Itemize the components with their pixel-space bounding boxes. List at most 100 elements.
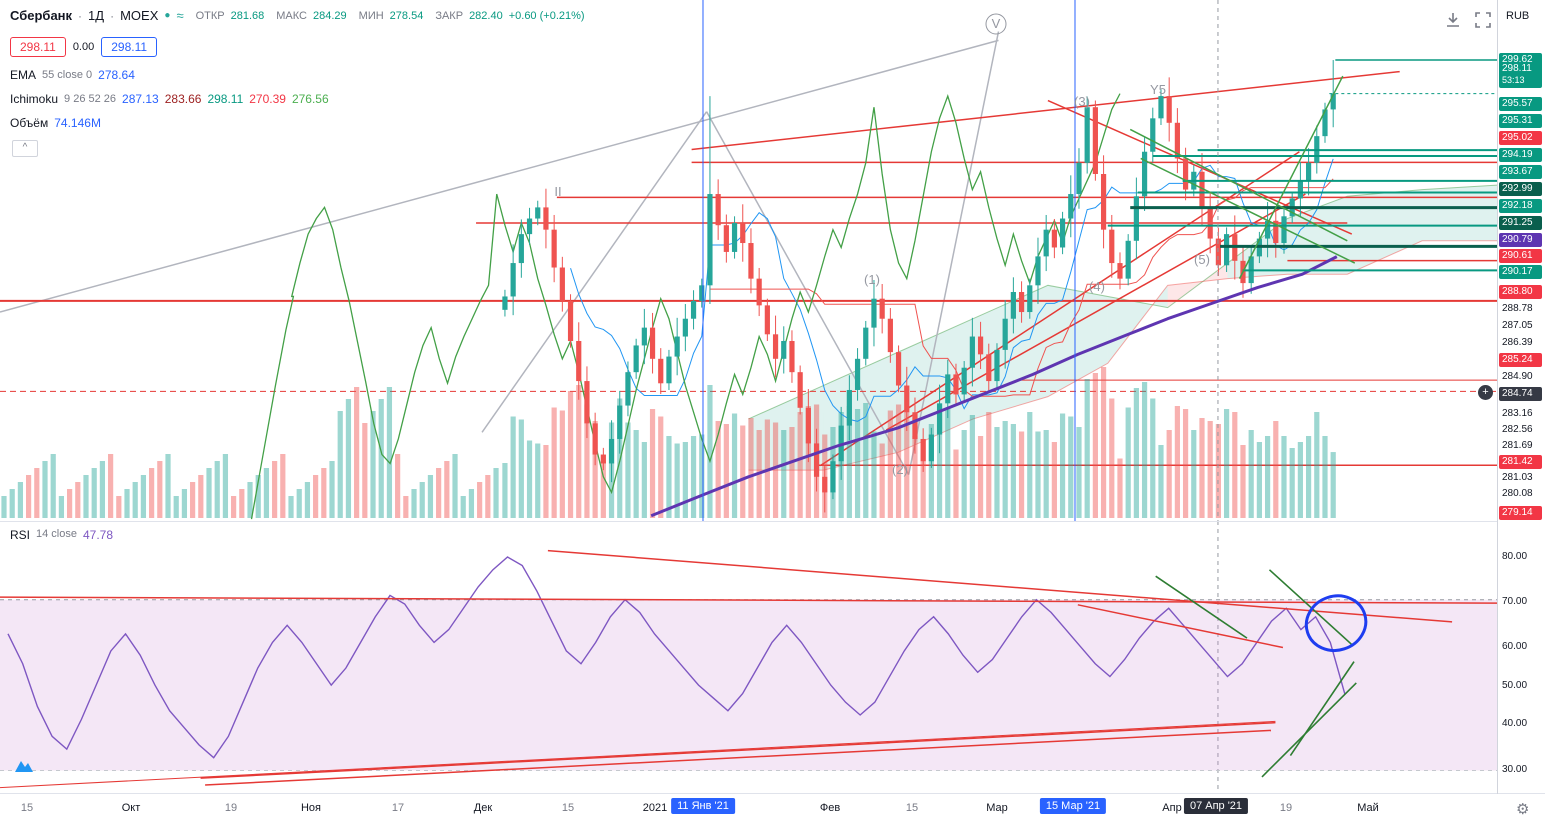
wave-label: (2) <box>892 462 908 477</box>
indicator-legend-volume[interactable]: Объём 74.146M <box>10 116 101 130</box>
rsi-scale-label[interactable]: 30.00 <box>1502 764 1528 775</box>
fullscreen-icon[interactable] <box>1474 11 1492 29</box>
approx-data-icon[interactable]: ≈ <box>176 8 184 23</box>
header-separator: · <box>110 8 115 23</box>
exchange-label: MOEX <box>120 8 159 23</box>
price-scale-label[interactable]: 281.69 <box>1502 440 1533 451</box>
indicator-legend-ichimoku[interactable]: Ichimoku 9 26 52 26 287.13 283.66 298.11… <box>10 92 329 106</box>
time-axis[interactable]: 15 Окт 19 Ноя 17 Дек 15 2021 11 Янв '21 Фев 15 Мар 1… <box>0 794 1545 828</box>
wave-label: (1) <box>864 272 880 287</box>
ichimoku-value-1: 287.13 <box>122 92 159 106</box>
ema-params: 55 close 0 <box>42 69 93 81</box>
settings-gear-button[interactable]: ⚙ <box>1516 801 1530 818</box>
ichimoku-name: Ichimoku <box>10 92 59 106</box>
price-scale[interactable]: 299.62 298.11 53:13 295.57 295.31 295.02 294.1… <box>1498 0 1545 793</box>
price-scale-label[interactable]: 290.79 <box>1499 233 1542 247</box>
time-axis-label[interactable]: Дек <box>473 802 493 814</box>
spread-value: 0.00 <box>72 41 95 53</box>
wave-label: (5) <box>1194 252 1210 267</box>
buy-button[interactable]: 298.11 <box>101 37 158 57</box>
header-separator: · <box>78 8 83 23</box>
time-axis-label[interactable]: 19 <box>224 802 238 814</box>
rsi-scale-label[interactable]: 40.00 <box>1502 718 1528 729</box>
price-scale-label[interactable]: 290.61 <box>1499 249 1542 263</box>
price-scale-label[interactable]: 279.14 <box>1499 506 1542 520</box>
ichimoku-value-3: 298.11 <box>207 92 244 106</box>
indicator-legend-ema[interactable]: EMA 55 close 0 278.64 <box>10 68 135 82</box>
price-scale-label[interactable]: 283.16 <box>1502 408 1533 419</box>
time-axis-marker-badge[interactable]: 15 Мар '21 <box>1039 798 1107 814</box>
price-scale-border <box>1497 0 1498 828</box>
currency-toggle[interactable]: RUB <box>1506 10 1530 22</box>
time-axis-label[interactable]: 19 <box>1279 802 1293 814</box>
main-chart-canvas[interactable]: II V (1) (2) (3) (4) (5) Y5 <box>0 0 1497 521</box>
axis-separator <box>0 793 1545 794</box>
close-value: 282.40 <box>469 9 503 22</box>
high-label: МАКС <box>276 9 307 22</box>
price-scale-label[interactable]: 292.18 <box>1499 199 1542 213</box>
rsi-name: RSI <box>10 528 31 542</box>
rsi-scale-label[interactable]: 70.00 <box>1502 596 1528 607</box>
low-label: МИН <box>358 9 384 22</box>
ichimoku-value-4: 270.39 <box>249 92 286 106</box>
price-scale-label[interactable]: 286.39 <box>1502 337 1533 348</box>
price-scale-label[interactable]: 295.02 <box>1499 131 1542 145</box>
price-scale-label[interactable]: 284.90 <box>1502 371 1533 382</box>
price-scale-label[interactable]: 293.67 <box>1499 165 1542 179</box>
pane-logo-icon[interactable] <box>14 758 34 774</box>
sell-button[interactable]: 298.11 <box>10 37 66 57</box>
wave-label: (4) <box>1089 279 1105 294</box>
price-scale-label[interactable]: 280.08 <box>1502 488 1533 499</box>
price-scale-label[interactable]: 290.17 <box>1499 265 1542 279</box>
time-axis-label[interactable]: 17 <box>391 802 405 814</box>
price-scale-label[interactable]: 295.31 <box>1499 114 1542 128</box>
time-axis-label[interactable]: Фев <box>819 802 841 814</box>
time-axis-label[interactable]: Апр <box>1162 802 1182 814</box>
price-scale-label[interactable]: 291.25 <box>1499 216 1542 230</box>
time-axis-label[interactable]: Мар <box>986 802 1008 814</box>
price-scale-label[interactable]: 284.74 <box>1499 387 1542 401</box>
time-axis-marker-badge[interactable]: 11 Янв '21 <box>671 798 735 814</box>
time-axis-marker-badge[interactable]: 07 Апр '21 <box>1183 798 1249 814</box>
rsi-pane-canvas[interactable] <box>0 521 1497 793</box>
time-axis-label[interactable]: Окт <box>121 802 141 814</box>
download-icon[interactable] <box>1444 11 1462 29</box>
rsi-scale-label[interactable]: 50.00 <box>1502 680 1528 691</box>
ichimoku-params: 9 26 52 26 <box>64 93 117 105</box>
rsi-scale-label[interactable]: 60.00 <box>1502 641 1528 652</box>
price-scale-label[interactable]: 287.05 <box>1502 320 1533 331</box>
price-scale-label[interactable]: 294.19 <box>1499 148 1542 162</box>
price-scale-label[interactable]: 295.57 <box>1499 97 1542 111</box>
time-axis-label[interactable]: 15 <box>905 802 919 814</box>
ichimoku-value-5: 276.56 <box>291 92 329 106</box>
timeframe-label[interactable]: 1Д <box>88 8 105 23</box>
add-alert-plus-button[interactable]: + <box>1478 385 1493 400</box>
symbol-name[interactable]: Сбербанк <box>10 8 73 23</box>
time-axis-label[interactable]: 15 <box>561 802 575 814</box>
price-scale-label[interactable]: 285.24 <box>1499 353 1542 367</box>
chart-header: Сбербанк · 1Д · MOEX ● ≈ ОТКР 281.68 МАК… <box>10 8 585 23</box>
wave-label: (3) <box>1074 94 1090 109</box>
wave-label: II <box>554 184 561 199</box>
collapse-legend-button[interactable]: ^ <box>12 140 38 157</box>
price-scale-label[interactable]: 292.99 <box>1499 182 1542 196</box>
price-scale-label[interactable]: 298.11 53:13 <box>1499 62 1542 88</box>
price-scale-label[interactable]: 281.42 <box>1499 455 1542 469</box>
price-scale-label[interactable]: 288.78 <box>1502 303 1533 314</box>
rsi-value: 47.78 <box>83 528 114 542</box>
indicator-legend-rsi[interactable]: RSI 14 close 47.78 <box>10 528 113 542</box>
time-axis-label[interactable]: Ноя <box>300 802 322 814</box>
time-axis-label[interactable]: 15 <box>20 802 34 814</box>
price-scale-label[interactable]: 288.80 <box>1499 285 1542 299</box>
price-scale-label[interactable]: 282.56 <box>1502 424 1533 435</box>
time-axis-label[interactable]: 2021 <box>642 802 668 814</box>
price-scale-label[interactable]: 281.03 <box>1502 472 1533 483</box>
market-status-icon[interactable]: ● <box>164 10 171 21</box>
chart-top-controls <box>1444 11 1492 29</box>
volume-value: 74.146M <box>54 116 101 130</box>
open-label: ОТКР <box>195 9 225 22</box>
time-axis-label[interactable]: Май <box>1357 802 1379 814</box>
pane-separator[interactable] <box>0 521 1545 522</box>
rsi-scale-label[interactable]: 80.00 <box>1502 551 1528 562</box>
